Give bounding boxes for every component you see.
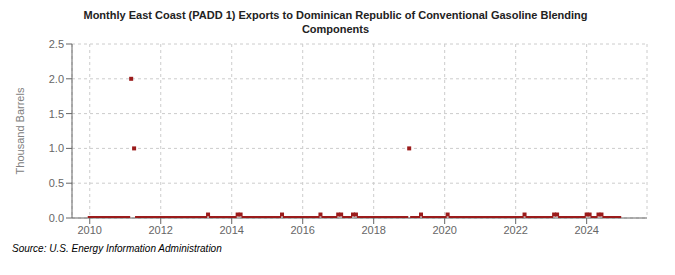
svg-text:2016: 2016: [290, 224, 314, 236]
svg-text:Thousand Barrels: Thousand Barrels: [14, 87, 26, 174]
svg-text:2.5: 2.5: [49, 38, 64, 50]
html-text:Components: Components: [301, 23, 370, 35]
html-text:Monthly East Coast (PADD 1) Ex: Monthly East Coast (PADD 1) Exports to D…: [83, 9, 588, 21]
svg-text:0.5: 0.5: [49, 177, 64, 189]
svg-text:1.5: 1.5: [49, 108, 64, 120]
svg-text:2.0: 2.0: [49, 73, 64, 85]
svg-text:2020: 2020: [432, 224, 456, 236]
svg-text:2010: 2010: [78, 224, 102, 236]
svg-text:2012: 2012: [148, 224, 172, 236]
svg-text:2024: 2024: [574, 224, 598, 236]
svg-text:2014: 2014: [219, 224, 243, 236]
svg-text:0.0: 0.0: [49, 212, 64, 224]
svg-text:2022: 2022: [503, 224, 527, 236]
svg-text:2018: 2018: [361, 224, 385, 236]
svg-text:1.0: 1.0: [49, 142, 64, 154]
html-text:Source: U.S. Energy Informatio: Source: U.S. Energy Information Administ…: [12, 243, 222, 254]
